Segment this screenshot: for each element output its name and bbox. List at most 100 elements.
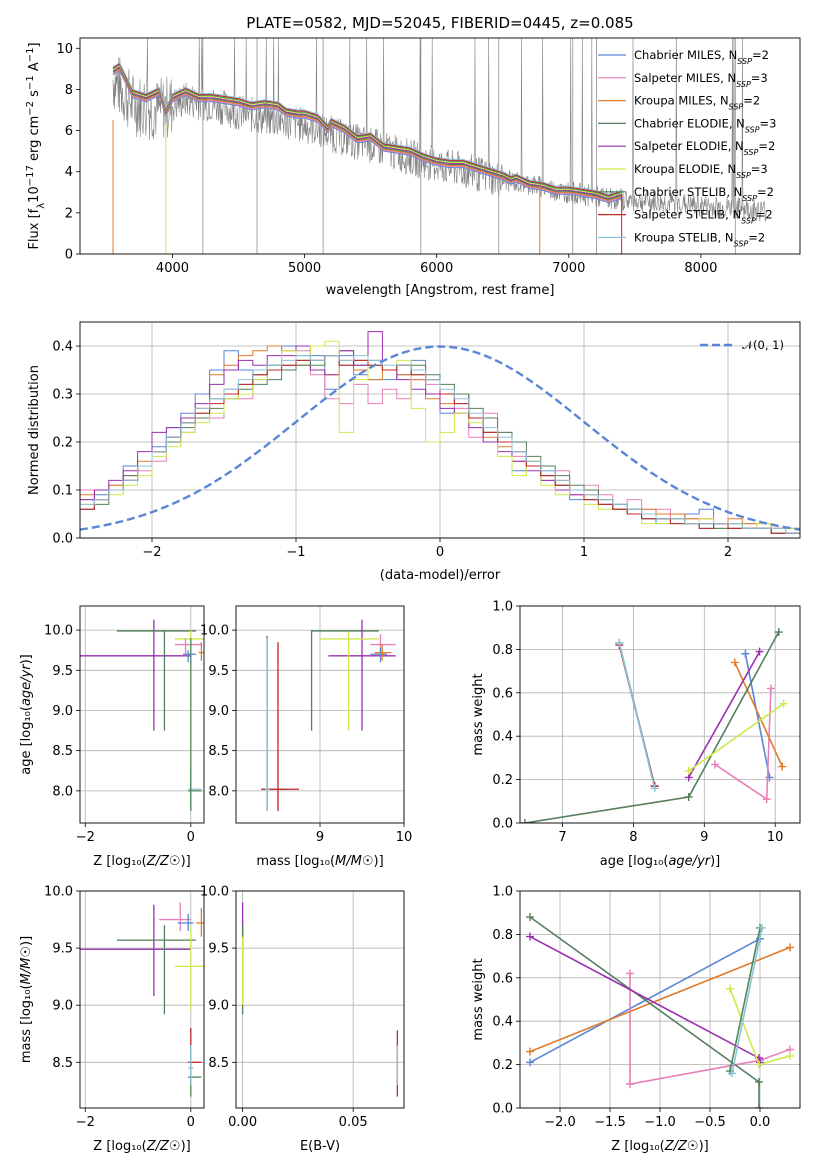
- plot-area: [520, 628, 788, 823]
- weight-line: [529, 946, 791, 1053]
- x-tick-label: −0.5: [694, 1115, 726, 1130]
- x-axis-label: Z [log₁₀(Z/Z☉)]: [93, 854, 190, 869]
- axes-frame: [79, 37, 801, 255]
- weight-marker: [626, 969, 634, 978]
- legend-entry-kroupa-stelib: Kroupa STELIB, NSSP=2: [634, 230, 765, 248]
- model-line: [112, 68, 622, 202]
- x-tick-label: −2.0: [544, 1115, 576, 1130]
- y-tick-label: 0.6: [492, 971, 513, 986]
- x-tick-label: −1.5: [594, 1115, 626, 1130]
- y-tick-label: 10.0: [200, 885, 229, 900]
- y-tick-label: 10: [56, 42, 73, 57]
- weight-line: [731, 927, 763, 1074]
- weight-marker: [755, 1060, 763, 1069]
- x-axis-label: E(B-V): [300, 1139, 340, 1154]
- legend-entry-salpeter-miles: Salpeter MILES, NSSP=3: [634, 71, 768, 89]
- x-tick-label: 9: [316, 830, 324, 845]
- y-axis-label: mass weight: [471, 673, 486, 755]
- panel-residuals: −2 −1 0 1 2 0.0 0.1 0.2 0.3 0.4 𝒩(0, 1) (data-model…: [27, 321, 801, 583]
- y-tick-label: 9.0: [52, 704, 73, 719]
- x-tick-label: 1: [580, 545, 588, 560]
- weight-marker: [762, 795, 771, 804]
- legend-entry-chabrier-elodie: Chabrier ELODIE, NSSP=3: [634, 116, 776, 133]
- legend-entry-chabrier-miles: Chabrier MILES, NSSP=2: [634, 48, 769, 66]
- y-axis-label: Normed distribution: [27, 365, 42, 495]
- y-tick-label: 0.2: [52, 436, 73, 451]
- model-line: [112, 65, 622, 198]
- y-tick-label: 10.0: [44, 885, 73, 900]
- panel-z_vs_age: −2 0 8.0 8.5 9.0 9.5 10.0 Z [log₁₀(Z/Z☉)] age [l…: [19, 605, 205, 869]
- weight-line: [734, 662, 784, 767]
- y-tick-label: 0.4: [492, 730, 513, 745]
- x-tick-label: 8000: [684, 261, 717, 276]
- weight-marker: [786, 1051, 794, 1060]
- x-axis-label: age [log₁₀(age/yr)]: [600, 854, 721, 869]
- weight-line: [529, 916, 760, 1108]
- weight-marker: [684, 792, 693, 801]
- y-tick-label: 0.0: [492, 817, 513, 832]
- axes-frame: [79, 321, 801, 539]
- gaussian-curve: [80, 345, 800, 531]
- weight-marker: [650, 784, 659, 793]
- y-tick-label: 1.0: [492, 885, 513, 900]
- legend-entry-gaussian: 𝒩(0, 1): [742, 338, 784, 352]
- y-tick-label: 0.8: [492, 643, 513, 658]
- x-tick-label: −2: [76, 830, 95, 845]
- weight-marker: [626, 1080, 634, 1089]
- y-axis-label: mass weight: [471, 958, 486, 1040]
- y-tick-label: 8.5: [208, 744, 229, 759]
- y-tick-label: 10.0: [44, 624, 73, 639]
- x-tick-label: 10: [767, 830, 784, 845]
- y-tick-label: 0.8: [492, 928, 513, 943]
- weight-marker: [766, 684, 775, 693]
- weight-marker: [786, 943, 794, 952]
- weight-line: [729, 927, 761, 1072]
- weight-marker: [755, 1104, 763, 1108]
- x-axis-label: Z [log₁₀(Z/Z☉)]: [611, 1139, 708, 1154]
- y-tick-label: 0.4: [52, 340, 73, 355]
- plot-area: [261, 619, 396, 811]
- weight-line: [688, 651, 761, 778]
- y-tick-label: 9.0: [208, 704, 229, 719]
- x-tick-label: −2: [76, 1115, 95, 1130]
- weight-marker: [526, 1058, 534, 1067]
- weight-marker: [758, 923, 766, 932]
- y-tick-label: 0: [65, 248, 73, 263]
- x-tick-label: 0: [436, 545, 444, 560]
- y-tick-label: 9.5: [52, 942, 73, 957]
- y-tick-label: 0.1: [52, 484, 73, 499]
- plot-area: [526, 913, 794, 1108]
- x-axis-label: mass [log₁₀(M/M☉)]: [256, 854, 383, 869]
- x-tick-label: 0.05: [339, 1115, 368, 1130]
- weight-line: [629, 973, 791, 1086]
- weight-marker: [779, 699, 788, 708]
- weight-marker: [755, 1077, 763, 1086]
- x-axis-label: (data-model)/error: [380, 568, 501, 583]
- y-tick-label: 9.5: [208, 664, 229, 679]
- x-tick-label: 0.0: [750, 1115, 771, 1130]
- model-line: [112, 61, 622, 195]
- x-tick-label: −2: [142, 545, 161, 560]
- y-tick-label: 8.5: [52, 1056, 73, 1071]
- y-tick-label: 9.5: [208, 942, 229, 957]
- x-tick-label: 0: [187, 1115, 195, 1130]
- y-axis-label: age [log₁₀(age/yr)]: [19, 654, 34, 775]
- weight-marker: [684, 766, 693, 775]
- y-axis-label: Flux [fλ10−17 erg cm−2 s−1 A−1]: [25, 42, 47, 249]
- axes-frame: [235, 890, 405, 1109]
- y-tick-label: 1.0: [492, 600, 513, 615]
- y-tick-label: 8.0: [52, 784, 73, 799]
- axes-frame: [519, 890, 801, 1109]
- model-line: [112, 66, 622, 200]
- y-tick-label: 8: [65, 83, 73, 98]
- weight-marker: [526, 1047, 534, 1056]
- y-tick-label: 8.0: [208, 784, 229, 799]
- weight-marker: [778, 762, 787, 771]
- x-tick-label: −1: [286, 545, 305, 560]
- axes-frame: [79, 890, 205, 1109]
- axes-frame: [519, 605, 801, 824]
- axes-frame: [79, 605, 205, 824]
- legend-entry-chabrier-stelib: Chabrier STELIB, NSSP=2: [634, 185, 774, 203]
